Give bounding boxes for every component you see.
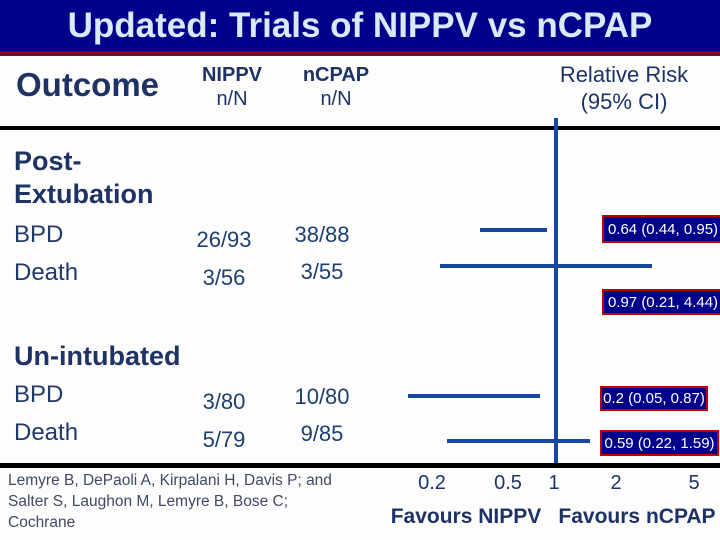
axis-tick-label: 0.5 [494, 472, 522, 494]
section-header-un-intubated: Un-intubated [14, 340, 180, 373]
row-ncpap-value: 10/80 [294, 384, 350, 409]
rr-box: 0.59 (0.22, 1.59) [600, 430, 719, 456]
row-nippv-value: 3/56 [202, 265, 246, 290]
axis-tick-label: 2 [610, 472, 622, 494]
row-outcome-label: BPD [14, 221, 64, 248]
rr-box-label: 0.59 (0.22, 1.59) [604, 434, 715, 452]
citation: Lemyre B, DePaoli A, Kirpalani H, Davis … [8, 470, 398, 533]
row-outcome-label: BPD [14, 381, 64, 408]
row-ncpap-value: 3/55 [300, 259, 344, 284]
ci-label: (95% CI) [580, 89, 668, 114]
column-header-nippv: NIPPV n/N [190, 63, 274, 111]
section-header-post-extubation: Post- Extubation [14, 145, 154, 211]
title-bar: Updated: Trials of NIPPV vs nCPAP [0, 0, 720, 56]
header-divider-line [0, 126, 720, 130]
rr-box: 0.97 (0.21, 4.44) [602, 289, 720, 315]
section-label-line: Un-intubated [14, 341, 181, 371]
citation-line: Lemyre B, DePaoli A, Kirpalani H, Davis … [8, 472, 332, 489]
rr-box-label: 0.2 (0.05, 0.87) [603, 390, 705, 407]
favours-nippv-label: Favours NIPPV [390, 505, 542, 528]
axis-tick-label: 1 [548, 472, 560, 494]
favours-ncpap-label: Favours nCPAP [558, 505, 716, 528]
x-axis-line [0, 463, 720, 468]
column-header-ncpap: nCPAP n/N [294, 63, 378, 111]
row-nippv-value: 5/79 [202, 427, 246, 452]
axis-tick-label: 0.2 [418, 472, 446, 494]
column-header-nippv-label: NIPPV [201, 64, 263, 86]
ci-line [440, 264, 652, 268]
rr-box-label: 0.64 (0.44, 0.95) [607, 220, 719, 238]
row-nippv-value: 3/80 [202, 389, 246, 414]
column-header-outcome: Outcome [16, 66, 160, 103]
column-header-nippv-nn: n/N [216, 88, 248, 110]
row-outcome-label: Death [14, 259, 79, 286]
relative-risk-label: Relative Risk [559, 62, 689, 87]
row-ncpap-value: 38/88 [294, 222, 350, 247]
column-header-ncpap-nn: n/N [320, 88, 352, 110]
rr-box: 0.64 (0.44, 0.95) [602, 215, 720, 243]
ci-line [408, 394, 540, 398]
section-label-line: Extubation [14, 179, 154, 209]
reference-line-rr-1 [554, 118, 558, 465]
citation-line: Salter S, Laughon M, Lemyre B, Bose C; [8, 493, 288, 510]
slide-title: Updated: Trials of NIPPV vs nCPAP [67, 5, 653, 45]
row-outcome-label: Death [14, 419, 79, 446]
rr-box-label: 0.97 (0.21, 4.44) [607, 293, 719, 311]
row-ncpap-value: 9/85 [300, 421, 344, 446]
citation-line: Cochrane [8, 514, 76, 531]
column-header-ncpap-label: nCPAP [302, 64, 370, 86]
row-nippv-value: 26/93 [196, 227, 252, 252]
rr-box: 0.2 (0.05, 0.87) [600, 386, 708, 411]
column-header-relative-risk: Relative Risk (95% CI) [524, 61, 720, 115]
section-label-line: Post- [14, 146, 82, 176]
ci-line [447, 439, 590, 443]
ci-line [480, 228, 547, 232]
axis-tick-label: 5 [688, 472, 700, 494]
